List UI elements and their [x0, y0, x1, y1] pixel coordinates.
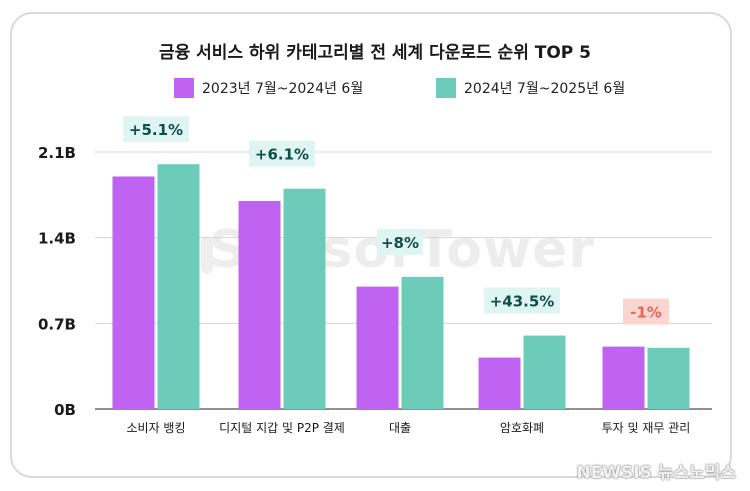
y-tick-label: 0.7B [38, 315, 76, 333]
bar [602, 346, 645, 409]
bar [157, 164, 200, 409]
growth-label: +8% [381, 234, 419, 252]
bar [478, 357, 521, 409]
growth-label: -1% [630, 304, 662, 322]
legend-label-series-2: 2024년 7월~2025년 6월 [464, 81, 626, 97]
growth-badge [249, 140, 315, 167]
bar [356, 286, 399, 409]
bar [647, 347, 690, 409]
y-tick-label: 2.1B [38, 144, 76, 162]
growth-badge [623, 298, 669, 325]
x-tick-label: 투자 및 재무 관리 [602, 421, 691, 435]
growth-label: +6.1% [255, 146, 309, 164]
y-tick-label: 1.4B [38, 230, 76, 248]
growth-label: +5.1% [129, 121, 183, 139]
legend-item-series-2: 2024년 7월~2025년 6월 [436, 78, 625, 98]
x-tick-label: 소비자 뱅킹 [126, 421, 185, 435]
bar [112, 176, 155, 409]
legend-swatch-series-1 [174, 78, 194, 98]
growth-badge [123, 116, 189, 143]
bar [523, 335, 566, 409]
legend-label-series-1: 2023년 7월~2024년 6월 [202, 81, 364, 97]
legend-item-series-1: 2023년 7월~2024년 6월 [174, 78, 363, 98]
bar [238, 200, 281, 409]
newsis-logo: NEWSIS 뉴스노믹스 [576, 463, 736, 483]
legend-swatch-series-2 [436, 78, 456, 98]
x-tick-label: 대출 [389, 421, 411, 435]
chart-title: 금융 서비스 하위 카테고리별 전 세계 다운로드 순위 TOP 5 [158, 43, 592, 63]
growth-badge [377, 228, 423, 255]
growth-badge [484, 287, 560, 314]
x-tick-label: 암호화폐 [500, 421, 544, 435]
bar [283, 188, 326, 409]
y-tick-label: 0B [54, 401, 76, 419]
bar [401, 276, 444, 409]
growth-label: +43.5% [490, 293, 555, 311]
x-tick-label: 디지털 지갑 및 P2P 결제 [219, 421, 345, 435]
